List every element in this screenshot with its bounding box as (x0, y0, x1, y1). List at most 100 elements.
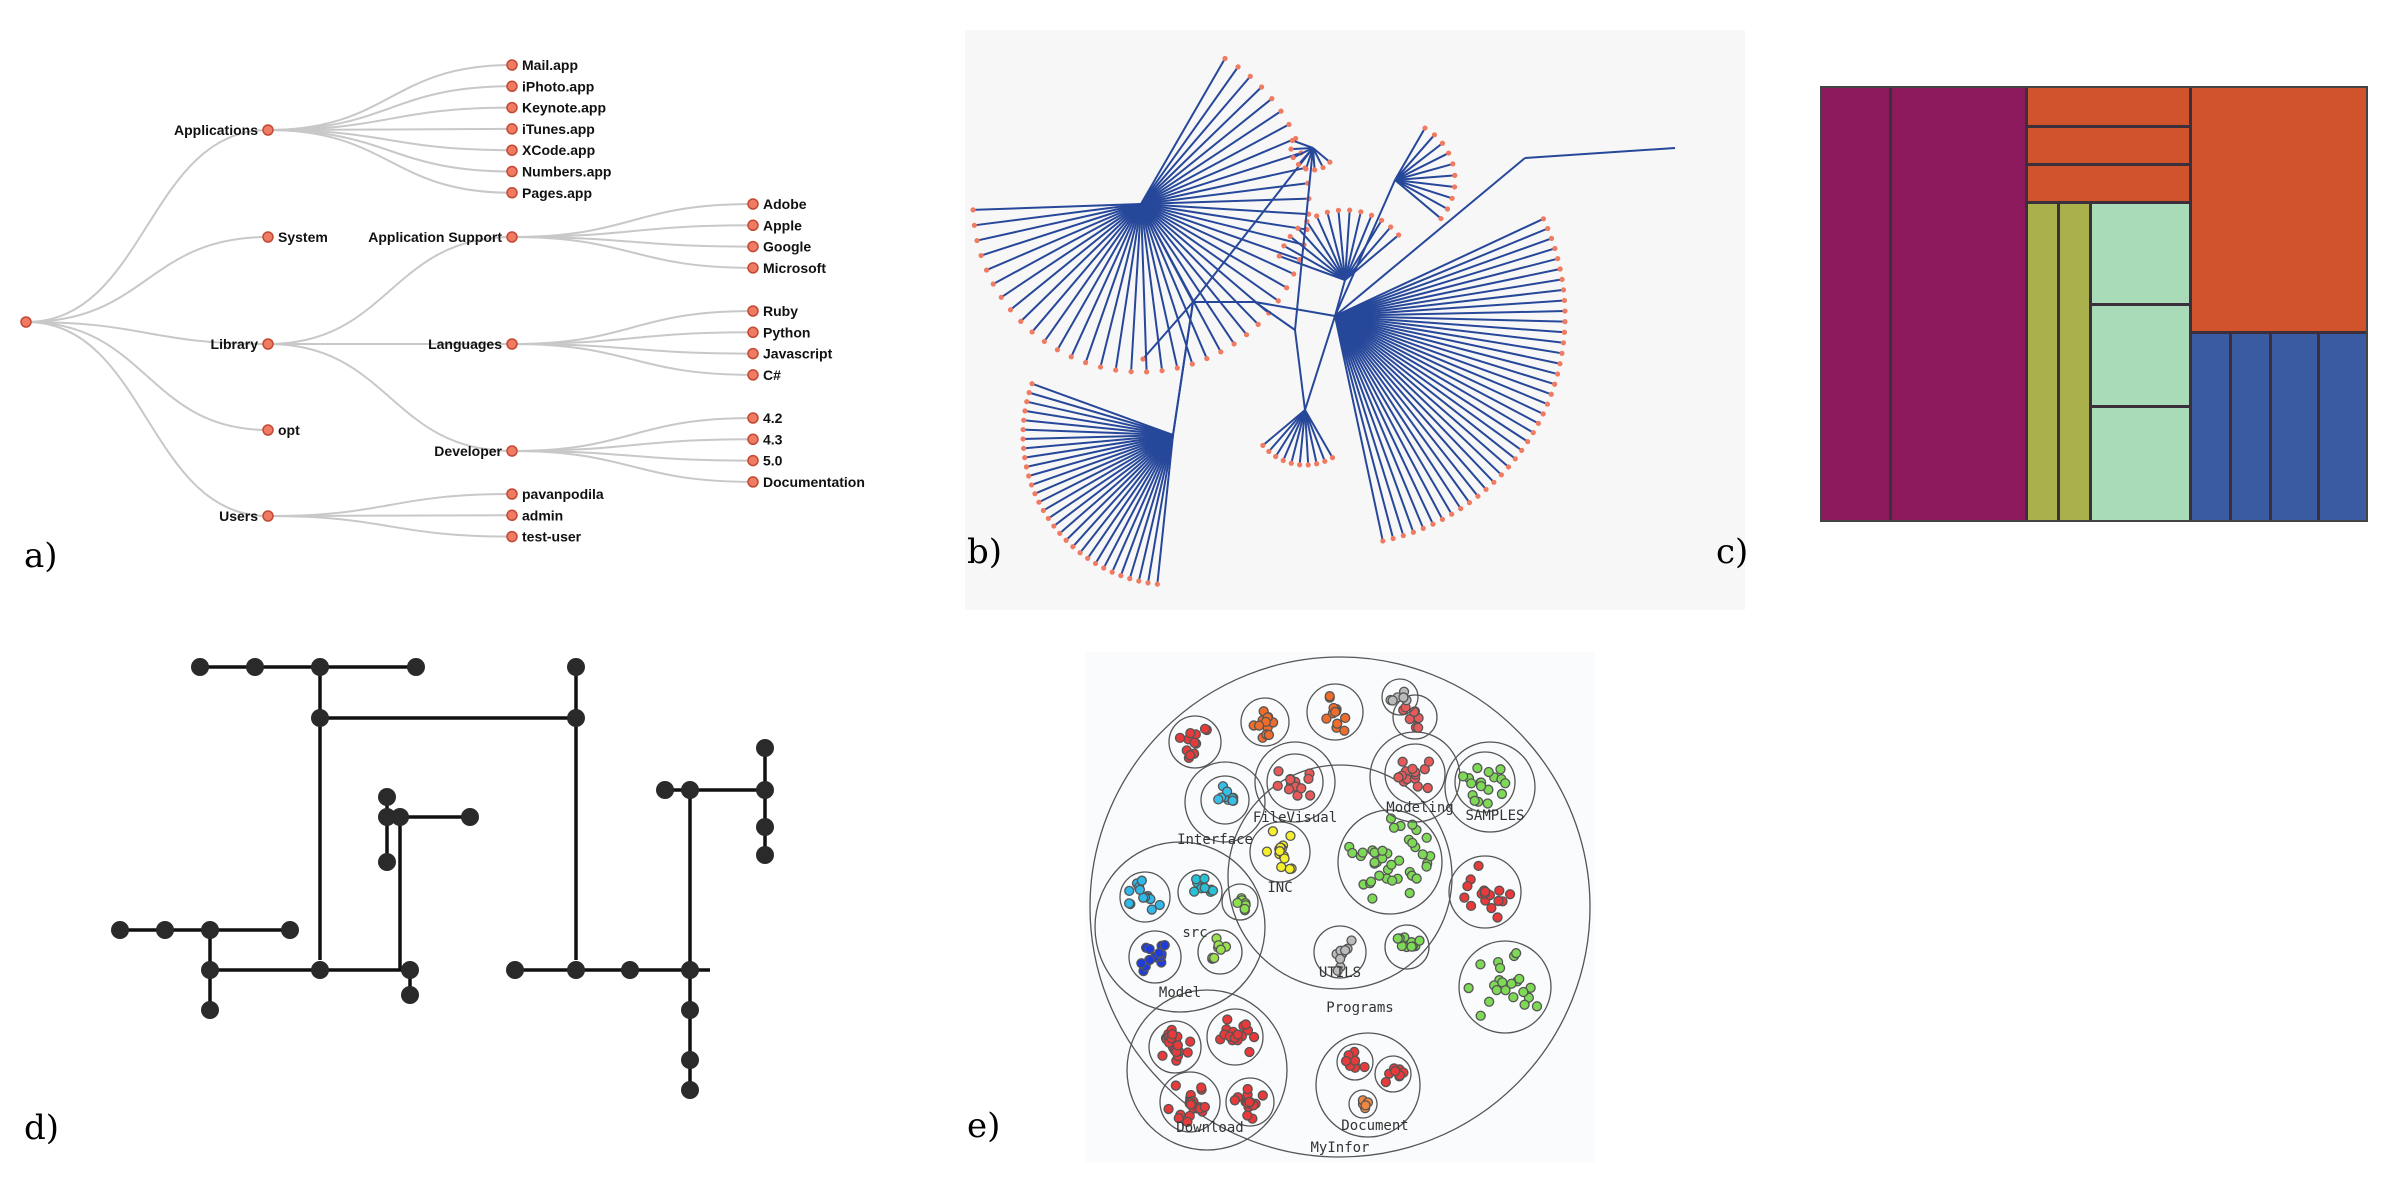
tree-node (506, 530, 518, 543)
pack-leaf (1272, 780, 1283, 791)
pack-leaf (1462, 880, 1473, 892)
pack-group (1392, 694, 1438, 740)
htree-node (681, 1001, 699, 1019)
radial-link (1042, 434, 1174, 512)
radial-link (1344, 210, 1351, 281)
radial-link (1047, 434, 1174, 520)
tree-node (506, 231, 518, 243)
pack-leaf (1518, 986, 1529, 998)
tree-link (267, 515, 513, 538)
radial-link (1254, 301, 1336, 317)
pack-leaf (1273, 766, 1284, 777)
radial-link (1344, 226, 1392, 281)
pack-leaf (1261, 846, 1273, 857)
radial-node (1438, 215, 1444, 222)
radial-node (1273, 453, 1279, 460)
radial-node (1024, 399, 1030, 405)
pack-leaf (1136, 958, 1147, 969)
pack-leaf (1500, 985, 1511, 996)
pack-group (1454, 751, 1516, 813)
pack-leaf (1360, 1100, 1371, 1111)
radial-node (1051, 523, 1057, 529)
radial-link (1140, 203, 1309, 216)
pack-group (1458, 940, 1552, 1034)
pack-group (1168, 715, 1222, 769)
radial-link (1344, 219, 1383, 281)
pack-leaf (1491, 985, 1502, 996)
radial-link (1140, 203, 1222, 353)
radial-node (1231, 341, 1237, 347)
tree-node-label: iTunes.app (522, 121, 595, 137)
radial-link (1111, 434, 1174, 573)
radial-link (1334, 315, 1453, 515)
pack-leaf (1514, 973, 1525, 985)
pack-leaf (1495, 764, 1506, 775)
tree-node-label: System (278, 229, 328, 245)
radial-node (1562, 308, 1568, 314)
radial-node (1280, 457, 1286, 464)
radial-link (1084, 203, 1142, 363)
tree-node-label: Mail.app (522, 57, 578, 73)
radial-link (1524, 147, 1676, 159)
radial-node (1260, 442, 1266, 448)
pack-leaf (1388, 822, 1400, 833)
radial-node (1097, 364, 1104, 370)
tree-link (511, 236, 754, 269)
radial-link (1304, 409, 1310, 465)
pack-leaf (1324, 691, 1335, 702)
radial-node (1288, 460, 1294, 466)
radial-link (1274, 409, 1306, 458)
radial-link (1334, 315, 1503, 476)
radial-link (1334, 315, 1539, 425)
htree-node (201, 961, 219, 979)
treemap-cell (1820, 86, 1891, 523)
tree-node-label: Pages.app (522, 185, 592, 201)
pack-leaf (1189, 886, 1200, 897)
pack-label-model: Model (1159, 985, 1201, 1001)
htree-node (461, 808, 479, 826)
radial-link (1156, 434, 1174, 585)
treemap-cell (2026, 126, 2191, 165)
pack-leaf (1253, 720, 1265, 731)
radial-node (1297, 462, 1303, 468)
pack-group (1249, 821, 1311, 883)
pack-group (1266, 753, 1324, 811)
radial-node (1451, 184, 1458, 190)
radial-link (1394, 179, 1455, 188)
tree-node (506, 338, 518, 350)
pack-leaf (1257, 1090, 1268, 1101)
pack-leaf (1196, 1082, 1207, 1093)
pack-leaf (1174, 732, 1186, 744)
pack-leaf (1242, 1083, 1253, 1095)
pack-leaf (1283, 784, 1295, 795)
radial-node (1101, 565, 1107, 571)
pack-group (1384, 743, 1446, 805)
radial-link (1334, 315, 1548, 406)
treemap-cell (1890, 86, 2027, 523)
pack-model (1094, 841, 1266, 1013)
pack-group (1384, 924, 1430, 970)
radial-link (1334, 288, 1564, 317)
tree-link (511, 331, 754, 345)
radial-node (1559, 276, 1565, 283)
radial-link (1000, 203, 1142, 299)
tree-node-label: Keynote.app (522, 100, 606, 116)
pack-leaf (1296, 783, 1307, 794)
htree-node (391, 808, 409, 826)
radial-link (1304, 409, 1326, 462)
treemap-cell (2190, 332, 2231, 523)
radial-link (1334, 315, 1555, 386)
radial-node (1204, 355, 1210, 362)
radial-link (1034, 434, 1174, 495)
panel-b-radial-tree (965, 30, 1745, 610)
pack-leaf (1457, 771, 1469, 782)
htree-node (681, 1051, 699, 1069)
tree-node (506, 187, 518, 199)
radial-link (1099, 203, 1142, 368)
radial-node (978, 252, 984, 259)
tree-node-label: Python (763, 324, 810, 340)
radial-link (1140, 86, 1263, 205)
pack-group (1240, 697, 1290, 747)
pack-leaf (1472, 762, 1483, 774)
radial-link (973, 203, 1142, 211)
